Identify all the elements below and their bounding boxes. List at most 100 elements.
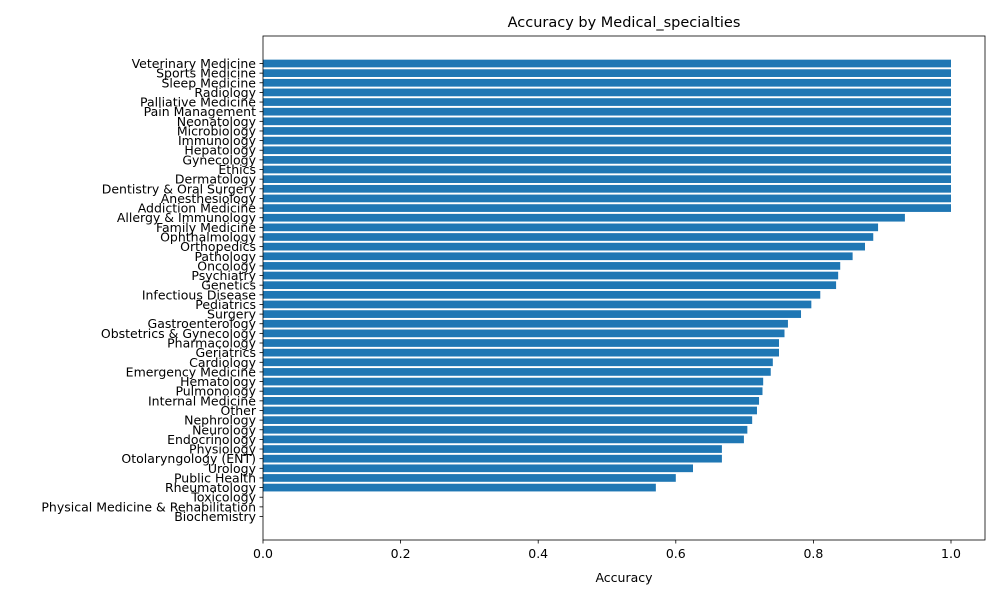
bar	[263, 242, 865, 251]
bar	[263, 78, 951, 87]
y-tick-label: Pharmacology	[167, 336, 256, 351]
y-tick-label: Nephrology	[184, 413, 256, 428]
bar	[263, 271, 839, 280]
y-tick-label: Hepatology	[184, 143, 256, 158]
bar	[263, 223, 879, 232]
bar	[263, 252, 853, 261]
y-tick-label: Endocrinology	[167, 432, 257, 447]
y-tick-label: Allergy & Immunology	[117, 210, 257, 225]
bar	[263, 117, 951, 126]
bar	[263, 146, 951, 155]
y-tick-label: Surgery	[207, 307, 257, 322]
bar	[263, 233, 874, 241]
y-tick-label: Neonatology	[177, 114, 257, 129]
y-tick-label: Pulmonology	[175, 384, 256, 399]
bar	[263, 290, 821, 299]
bar	[263, 396, 760, 405]
x-axis-ticks: 0.0 0.2 0.4 0.6 0.8 1.0	[253, 540, 961, 561]
x-tick-label: 0.0	[253, 546, 273, 561]
bar	[263, 445, 722, 453]
bar	[263, 300, 812, 309]
y-tick-label: Hematology	[180, 374, 257, 389]
bar	[263, 358, 773, 367]
y-tick-label: Geriatrics	[195, 345, 256, 360]
bar	[263, 348, 779, 357]
bar	[263, 329, 785, 338]
bar	[263, 406, 757, 415]
bar	[263, 175, 951, 184]
bar	[263, 136, 951, 145]
bar	[263, 127, 951, 135]
y-tick-label: Emergency Medicine	[126, 364, 257, 379]
y-tick-label: Obstetrics & Gynecology	[101, 326, 257, 341]
bar	[263, 69, 951, 77]
y-tick-label: Veterinary Medicine	[132, 56, 257, 71]
y-tick-label: Dermatology	[175, 172, 257, 187]
y-tick-label: Gastroenterology	[148, 316, 257, 331]
bar	[263, 59, 951, 68]
y-tick-label: Infectious Disease	[142, 287, 256, 302]
bar	[263, 416, 753, 424]
bar	[263, 377, 764, 386]
y-tick-label: Ophthalmology	[160, 229, 257, 244]
y-tick-label: Other	[221, 403, 257, 418]
y-tick-label: Public Health	[174, 470, 256, 485]
bar	[263, 156, 951, 164]
y-tick-label: Neurology	[192, 422, 257, 437]
bar	[263, 107, 951, 116]
bar	[263, 387, 763, 396]
y-tick-label: Internal Medicine	[148, 393, 256, 408]
bar	[263, 262, 841, 270]
bar	[263, 194, 951, 203]
bar	[263, 454, 722, 463]
bar	[263, 213, 905, 222]
bar	[263, 310, 802, 318]
y-tick-label: Urology	[208, 461, 257, 476]
bar	[263, 319, 788, 328]
axes-frame	[262, 35, 986, 541]
bar	[263, 98, 951, 106]
bar	[263, 88, 951, 97]
x-tick-label: 0.6	[666, 546, 686, 561]
y-tick-label: Microbiology	[177, 123, 257, 138]
y-tick-label: Pain Management	[144, 104, 256, 119]
bar	[263, 281, 837, 290]
y-tick-label: Dentistry & Oral Surgery	[102, 181, 257, 196]
y-tick-label: Psychiatry	[191, 268, 256, 283]
y-tick-label: Palliative Medicine	[140, 95, 256, 110]
bar	[263, 425, 748, 434]
bar	[263, 464, 693, 473]
y-tick-label: Orthopedics	[180, 239, 256, 254]
y-tick-label: Pediatrics	[195, 297, 256, 312]
bar	[263, 204, 951, 212]
x-axis-label: Accuracy	[595, 570, 653, 585]
x-tick-label: 1.0	[941, 546, 961, 561]
y-tick-label: Anesthesiology	[161, 191, 257, 206]
y-tick-label: Toxicology	[190, 490, 256, 505]
chart-title: Accuracy by Medical_specialties	[508, 15, 741, 31]
y-tick-label: Physiology	[189, 442, 257, 457]
y-tick-label: Otolaryngology (ENT)	[121, 451, 256, 466]
x-tick-label: 0.4	[528, 546, 548, 561]
y-tick-label: Biochemistry	[174, 509, 256, 524]
y-tick-label: Rheumatology	[165, 480, 257, 495]
y-tick-label: Sleep Medicine	[161, 75, 256, 90]
bar	[263, 474, 676, 482]
bar	[263, 184, 951, 193]
bar	[263, 435, 744, 444]
bar	[263, 483, 656, 492]
bar	[263, 339, 779, 347]
y-tick-label: Physical Medicine & Rehabilitation	[41, 499, 256, 514]
x-tick-label: 0.8	[803, 546, 823, 561]
y-tick-label: Cardiology	[189, 355, 256, 370]
x-tick-label: 0.2	[391, 546, 411, 561]
y-tick-label: Sports Medicine	[156, 66, 256, 81]
y-tick-label: Genetics	[201, 278, 256, 293]
y-tick-label: Addiction Medicine	[138, 201, 257, 216]
y-tick-label: Radiology	[194, 85, 256, 100]
bars-group	[263, 59, 951, 492]
bar	[263, 165, 951, 174]
y-tick-label: Pathology	[194, 249, 256, 264]
